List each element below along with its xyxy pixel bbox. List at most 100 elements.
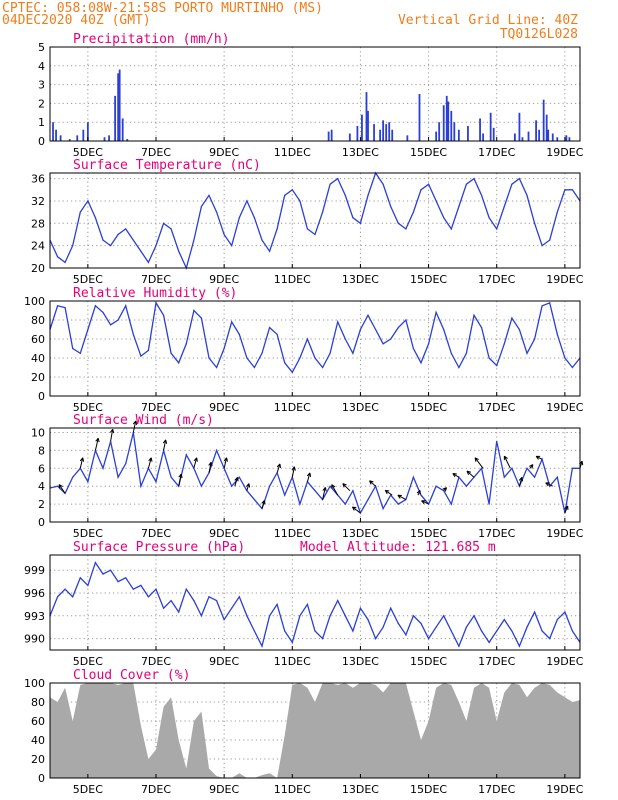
data-point [64, 261, 66, 264]
wind-arrow-head [58, 484, 63, 489]
data-point [352, 217, 354, 219]
data-point [321, 211, 324, 213]
data-point [56, 485, 59, 487]
wind-arrow [147, 457, 152, 469]
data-point [246, 200, 248, 202]
data-point [382, 183, 384, 185]
data-point [261, 352, 263, 354]
x-tick-label: 19DEC [546, 527, 583, 540]
data-point [162, 314, 165, 316]
data-point [125, 228, 127, 230]
data-point [299, 503, 301, 505]
panel-2: Surface Temperature (nC) 20 24 28 32 36 5DEC 7D… [31, 158, 584, 286]
data-point [458, 366, 460, 369]
data-point [465, 352, 468, 354]
wind-arrow-head [193, 457, 198, 462]
wind-arrow [193, 457, 198, 469]
data-point [549, 638, 551, 640]
data-point [299, 200, 301, 202]
data-point [450, 630, 452, 632]
data-point [276, 228, 278, 230]
wind-arrow [291, 466, 295, 478]
data-point [496, 228, 498, 230]
data-point [140, 355, 142, 357]
data-point [238, 596, 240, 598]
x-tick-label: 19DEC [546, 146, 583, 159]
data-point [208, 596, 210, 598]
precip-bar [121, 118, 124, 141]
data-point [72, 245, 74, 247]
x-tick-label: 15DEC [410, 527, 447, 540]
data-point [473, 615, 475, 617]
data-point [480, 630, 483, 632]
data-point [571, 189, 574, 191]
data-point [511, 467, 513, 469]
data-point [56, 305, 59, 307]
data-point [390, 607, 392, 609]
x-tick-label: 7DEC [141, 401, 171, 414]
x-tick-label: 19DEC [546, 783, 583, 796]
series-line [49, 561, 581, 649]
wind-arrow-head [342, 483, 347, 488]
data-point [200, 205, 203, 208]
wind-arrow-head [518, 477, 524, 482]
panel-4: Surface Wind (m/s) 0 2 4 6 8 10 5DEC 7DEC 9DEC 11D… [31, 413, 584, 540]
wind-arrow [518, 477, 523, 487]
x-tick-label: 19DEC [546, 655, 583, 668]
y-tick-label: 4 [38, 480, 45, 493]
precip-bar [385, 124, 388, 141]
wind-arrow-head [545, 482, 550, 487]
data-point [87, 584, 89, 587]
x-tick-label: 17DEC [478, 527, 515, 540]
wind-arrow [132, 420, 137, 433]
data-point [541, 245, 543, 247]
data-point [94, 562, 97, 564]
precip-bar [551, 133, 554, 141]
precip-bar [535, 120, 537, 141]
data-point [132, 588, 134, 590]
x-tick-label: 7DEC [141, 273, 171, 286]
data-point [170, 228, 172, 230]
data-point [337, 600, 339, 602]
data-point [185, 588, 187, 590]
y-tick-label: 6 [38, 462, 45, 475]
x-tick-label: 5DEC [73, 527, 103, 540]
data-point [344, 615, 346, 617]
data-point [488, 503, 490, 505]
data-point [518, 645, 521, 647]
panel-3: Relative Humidity (%) 0 20 40 60 80 100 5DEC 7DE… [24, 286, 584, 414]
data-point [549, 239, 551, 241]
header-grid-line: Vertical Grid Line: 40Z [398, 13, 578, 28]
data-point [155, 481, 157, 483]
data-point [344, 503, 346, 505]
y-tick-label: 2 [38, 97, 45, 110]
x-tick-label: 5DEC [73, 146, 103, 159]
data-point [125, 577, 127, 579]
precip-bar [568, 137, 571, 141]
x-tick-label: 15DEC [410, 401, 447, 414]
data-point [480, 194, 483, 196]
x-tick-label: 9DEC [209, 273, 239, 286]
data-point [102, 573, 104, 575]
wind-arrow [306, 472, 311, 482]
wind-arrow-head [223, 457, 228, 462]
data-point [518, 177, 521, 180]
wind-arrow [276, 463, 281, 473]
wind-arrow [261, 500, 265, 509]
plot-frame [49, 172, 581, 269]
precip-bar [59, 135, 62, 141]
precip-bar [406, 135, 409, 141]
data-point [405, 634, 407, 636]
plot-frame [49, 46, 581, 142]
series-line [49, 432, 580, 515]
data-point [549, 485, 551, 487]
x-tick-label: 7DEC [141, 655, 171, 668]
data-point [480, 327, 483, 329]
header-station: CPTEC: 058:08W-21:58S PORTO MURTINHO (MS… [2, 1, 323, 16]
data-point [284, 362, 286, 364]
data-point [397, 622, 399, 625]
x-tick-label: 13DEC [342, 783, 379, 796]
y-tick-label: 2 [38, 498, 45, 511]
data-point [571, 366, 574, 369]
y-tick-label: 24 [31, 240, 45, 253]
